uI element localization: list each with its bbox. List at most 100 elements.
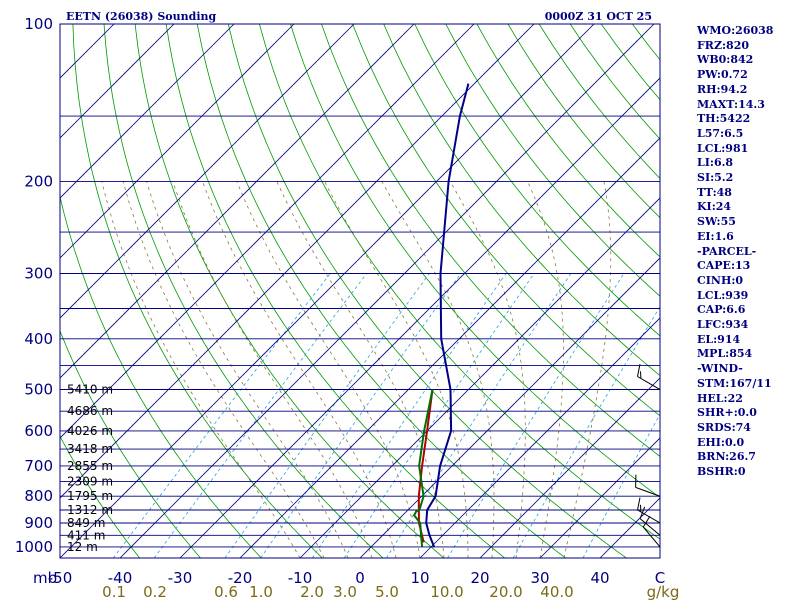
pressure-label: 800 (24, 487, 53, 505)
moist-adiabat (563, 181, 612, 558)
isotherm (60, 24, 595, 558)
mixing-ratio-label: 5.0 (375, 583, 399, 600)
temperature-label: -30 (168, 569, 193, 587)
height-label: 5410 m (67, 383, 113, 397)
temperature-label: 10 (410, 569, 429, 587)
wind-barbs (635, 364, 661, 548)
dry-adiabat (290, 24, 660, 499)
temperature-label: 30 (530, 569, 549, 587)
height-label: 4686 m (67, 404, 113, 418)
mixing-ratio-line (512, 306, 660, 558)
pressure-label: 600 (24, 422, 53, 440)
isotherm (60, 24, 355, 319)
stat-line: WB0:842 (697, 53, 754, 67)
dry-adiabat (165, 24, 505, 558)
dry-adiabat (259, 24, 660, 540)
temperature-label: 40 (590, 569, 609, 587)
mixing-ratio-line (343, 273, 535, 558)
pressure-label: 700 (24, 457, 53, 475)
barb-staff (637, 376, 661, 390)
stat-line: -PARCEL- (697, 244, 757, 258)
barb-staff (639, 518, 661, 536)
stat-line: RH:94.2 (697, 82, 748, 96)
stat-line: HEL:22 (697, 391, 743, 405)
stat-line: MPL:854 (697, 347, 753, 361)
wind-barb (637, 497, 661, 524)
mixing-ratio-label: 2.0 (300, 583, 324, 600)
stat-line: SI:5.2 (697, 171, 734, 185)
isotherm (239, 137, 660, 558)
stat-line: EHI:0.0 (697, 435, 745, 449)
mixing-ratio-label: 20.0 (489, 583, 522, 600)
mixing-ratio-label: 1.0 (249, 583, 273, 600)
mixing-ratio-label: 0.6 (214, 583, 238, 600)
mixing-ratio-line (112, 273, 331, 558)
isotherm (60, 24, 235, 199)
moist-adiabat (236, 181, 421, 558)
temperature-label: -20 (228, 569, 253, 587)
dry-adiabat (72, 24, 323, 558)
isotherm (299, 197, 660, 558)
stat-line: SRDS:74 (697, 420, 751, 434)
pressure-label: 200 (24, 172, 53, 190)
dry-adiabat (352, 24, 660, 417)
temperature-label: 20 (470, 569, 489, 587)
mixing-ratio-line (260, 273, 462, 558)
isotherm (539, 437, 660, 558)
barb-flag (642, 515, 651, 528)
moist-adiabat (122, 181, 325, 558)
height-label: 4026 m (67, 424, 113, 438)
mixing-ratio-label: 40.0 (540, 583, 573, 600)
pressure-label: 400 (24, 330, 53, 348)
stat-line: LCL:981 (697, 141, 749, 155)
mixing-ratio-label: 0.2 (143, 583, 167, 600)
chart-title: EETN (26038) Sounding (66, 10, 216, 23)
moist-adiabat (202, 181, 397, 558)
stat-line: LFC:934 (697, 318, 749, 332)
mixing-ratio-line (582, 413, 660, 558)
plot-frame (59, 23, 661, 559)
isotherm (479, 377, 660, 558)
moist-adiabat (101, 181, 301, 558)
moist-adiabat (172, 181, 373, 558)
barb-flag (639, 506, 646, 519)
barb-staff (642, 526, 661, 548)
height-label: 12 m (67, 540, 98, 554)
height-label: 1795 m (67, 489, 113, 503)
stat-line: WMO:26038 (697, 24, 774, 37)
moist-adiabat (276, 181, 445, 558)
stat-line: EI:1.6 (697, 229, 734, 243)
isotherm (179, 77, 660, 558)
isotherm (119, 24, 655, 558)
stat-line: TT:48 (697, 185, 732, 199)
wind-barb (637, 364, 661, 390)
profile-line-0 (425, 83, 470, 548)
height-label: 2309 m (67, 475, 113, 489)
stat-line: BRN:26.7 (697, 450, 756, 464)
dry-adiabat (445, 24, 660, 297)
isotherm (60, 24, 475, 439)
temperature-label: -40 (108, 569, 133, 587)
pressure-label: 1000 (15, 538, 53, 556)
mixing-ratio-line (153, 273, 368, 558)
stat-line: CAP:6.6 (697, 303, 746, 317)
pressure-label: 500 (24, 381, 53, 399)
mixing-ratio-line (311, 273, 507, 558)
stat-line: TH:5422 (697, 112, 751, 126)
stat-line: CINH:0 (697, 273, 744, 287)
isotherm (419, 317, 660, 558)
stat-line: -WIND- (697, 362, 743, 376)
stat-line: LCL:939 (697, 288, 749, 302)
pressure-label: 300 (24, 265, 53, 283)
stat-line: EL:914 (697, 332, 741, 346)
chart-lines (60, 24, 660, 558)
mixing-ratio-label: 3.0 (333, 583, 357, 600)
mixing-ratio-label: 0.1 (102, 583, 126, 600)
stat-line: L57:6.5 (697, 126, 744, 140)
barb-staff (637, 509, 661, 524)
dry-adiabat (196, 24, 566, 558)
stat-line: FRZ:820 (697, 38, 750, 52)
isotherm (60, 24, 175, 139)
